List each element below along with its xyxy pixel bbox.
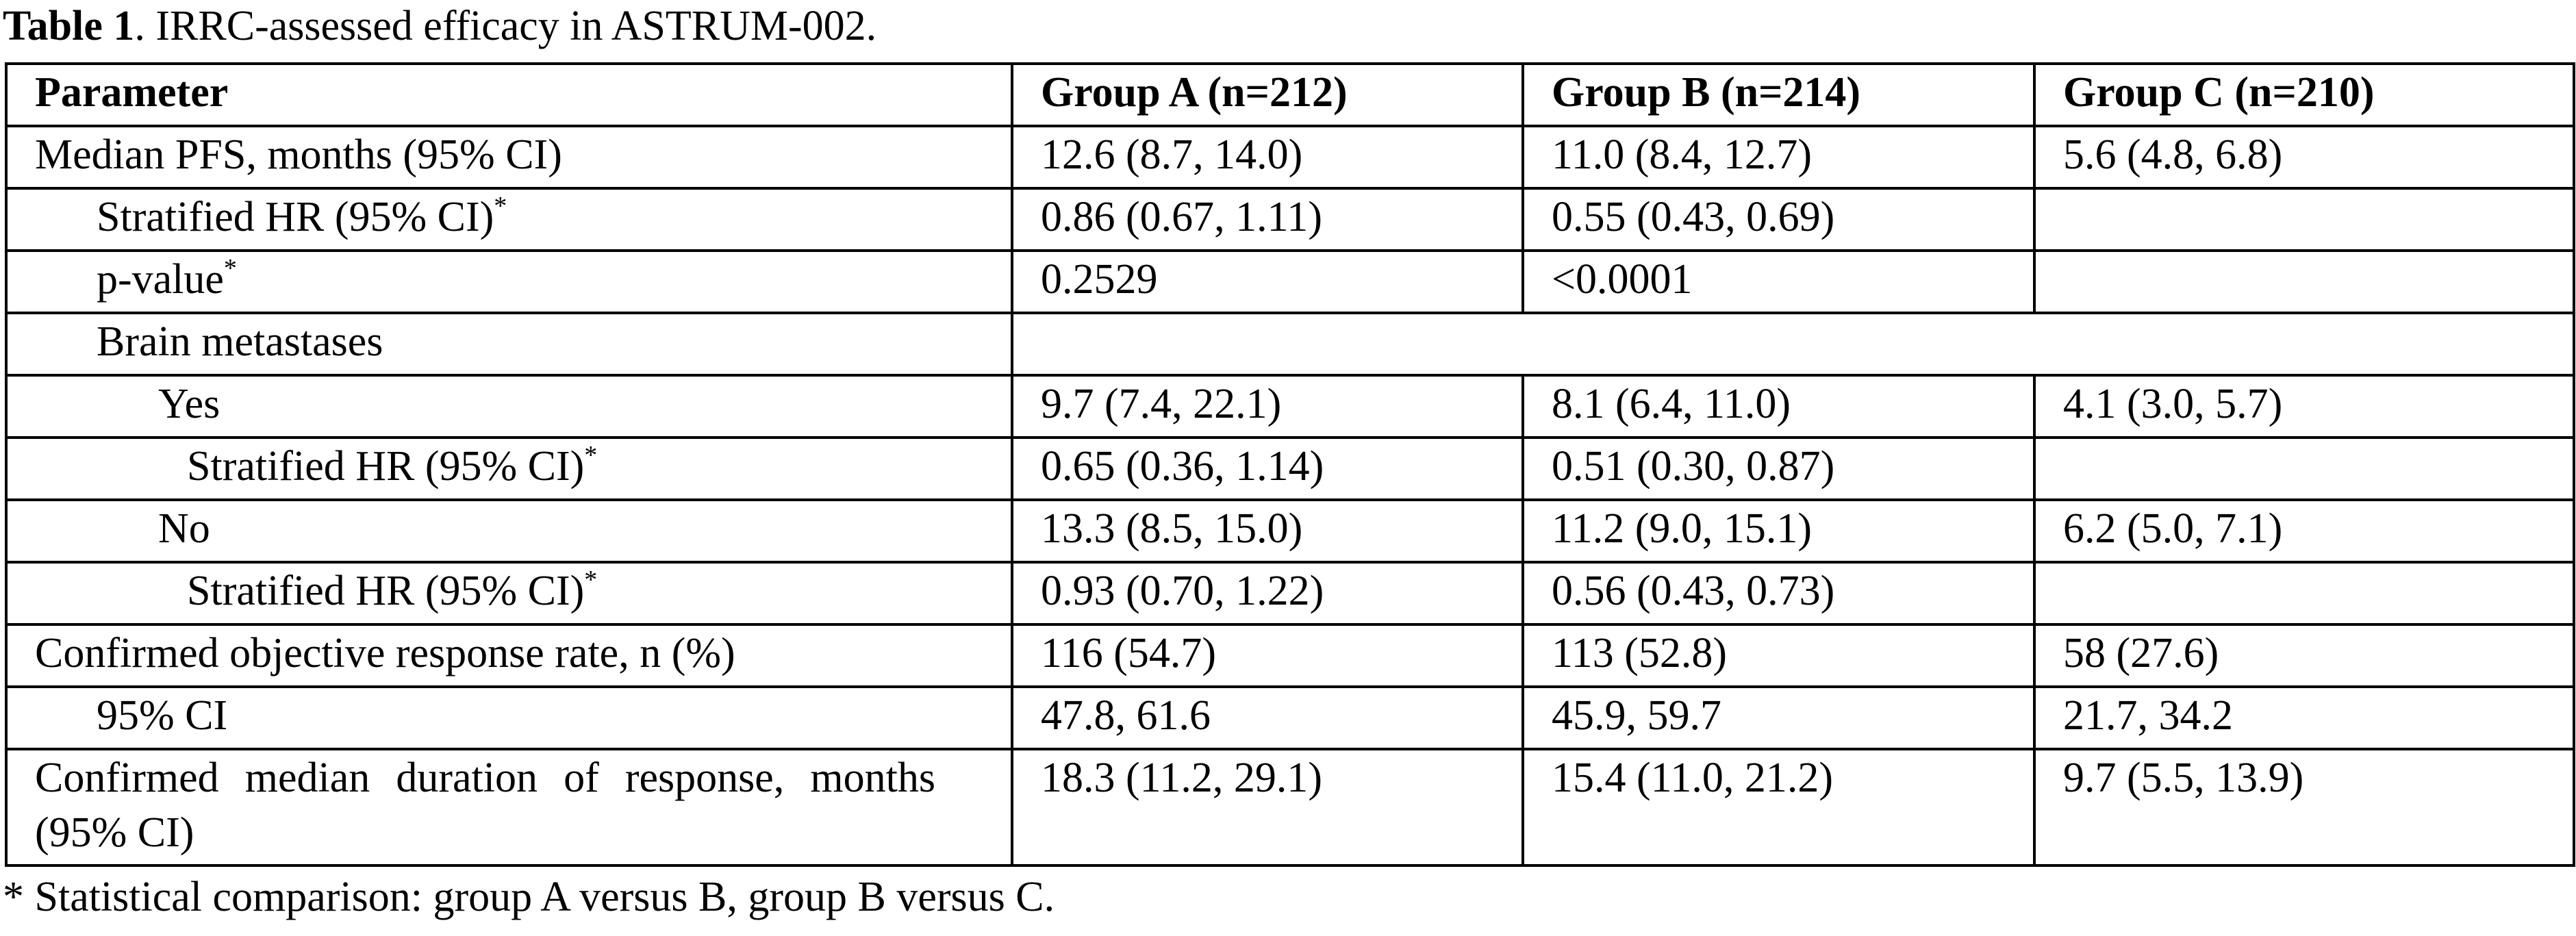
value-cell: 0.93 (0.70, 1.22) [1011,561,1524,626]
table-row: Yes 9.7 (7.4, 22.1) 8.1 (6.4, 11.0) 4.1 (3.… [5,374,2575,439]
empty-cell [2033,561,2575,626]
table-row: Median PFS, months (95% CI) 12.6 (8.7, 14… [5,125,2575,190]
caption-label: Table 1 [3,3,135,49]
caption-text: . IRRC-assessed efficacy in ASTRUM-002. [134,3,877,49]
parameter-cell: Stratified HR (95% CI)* [5,187,1013,252]
value-cell: 5.6 (4.8, 6.8) [2033,125,2575,190]
parameter-cell: No [5,498,1013,564]
parameter-cell: Median PFS, months (95% CI) [5,125,1013,190]
table-row: p-value* 0.2529 <0.0001 [5,249,2575,314]
header-cell: Group C (n=210) [2033,62,2575,127]
empty-cell [1011,312,2575,377]
value-cell: 113 (52.8) [1521,623,2036,688]
value-cell: 45.9, 59.7 [1521,685,2036,750]
value-cell: 0.56 (0.43, 0.73) [1521,561,2036,626]
table-row: Confirmed median duration of response, m… [5,748,2575,867]
parameter-text: Stratified HR (95% CI) [97,194,494,240]
parameter-text: Brain metastases [97,318,383,365]
header-cell: Parameter [5,62,1013,127]
table-row: Confirmed objective response rate, n (%)… [5,623,2575,688]
table-row: Stratified HR (95% CI)* 0.65 (0.36, 1.14)… [5,436,2575,501]
value-cell: 9.7 (5.5, 13.9) [2033,748,2575,867]
value-cell: 12.6 (8.7, 14.0) [1011,125,1524,190]
parameter-text: Median PFS, months (95% CI) [35,131,562,178]
parameter-cell: Yes [5,374,1013,439]
parameter-text: Confirmed median duration of response, m… [35,755,935,856]
footnote-marker: * [223,254,237,283]
parameter-text: Stratified HR (95% CI) [187,568,585,614]
value-cell: 9.7 (7.4, 22.1) [1011,374,1524,439]
value-cell: 0.86 (0.67, 1.11) [1011,187,1524,252]
header-cell: Group A (n=212) [1011,62,1524,127]
parameter-text: p-value [97,256,224,303]
value-cell: 0.55 (0.43, 0.69) [1521,187,2036,252]
parameter-cell: Confirmed median duration of response, m… [5,748,1013,867]
parameter-text: 95% CI [97,692,228,739]
footnote-marker: * [584,566,598,594]
value-cell: 13.3 (8.5, 15.0) [1011,498,1524,564]
header-row: Parameter Group A (n=212) Group B (n=214… [5,62,2575,127]
value-cell: <0.0001 [1521,249,2036,314]
footnote-marker: * [584,441,598,470]
parameter-cell: 95% CI [5,685,1013,750]
value-cell: 0.65 (0.36, 1.14) [1011,436,1524,501]
table-row: Stratified HR (95% CI)* 0.93 (0.70, 1.22)… [5,561,2575,626]
value-cell: 0.2529 [1011,249,1524,314]
empty-cell [2033,187,2575,252]
value-cell: 15.4 (11.0, 21.2) [1521,748,2036,867]
value-cell: 18.3 (11.2, 29.1) [1011,748,1524,867]
table-row: Brain metastases [5,312,2575,377]
table-row: 95% CI 47.8, 61.6 45.9, 59.7 21.7, 34.2 [5,685,2575,750]
table-body: Median PFS, months (95% CI) 12.6 (8.7, 14… [5,125,2575,867]
value-cell: 6.2 (5.0, 7.1) [2033,498,2575,564]
value-cell: 11.2 (9.0, 15.1) [1521,498,2036,564]
table-row: No 13.3 (8.5, 15.0) 11.2 (9.0, 15.1) 6.2 (5… [5,498,2575,564]
efficacy-table: Parameter Group A (n=212) Group B (n=214… [5,62,2575,867]
parameter-cell: Stratified HR (95% CI)* [5,436,1013,501]
empty-cell [2033,249,2575,314]
empty-cell [2033,436,2575,501]
parameter-cell: p-value* [5,249,1013,314]
value-cell: 116 (54.7) [1011,623,1524,688]
parameter-text: No [158,505,210,552]
table-row: Stratified HR (95% CI)* 0.86 (0.67, 1.11)… [5,187,2575,252]
value-cell: 8.1 (6.4, 11.0) [1521,374,2036,439]
value-cell: 0.51 (0.30, 0.87) [1521,436,2036,501]
parameter-text: Stratified HR (95% CI) [187,443,585,490]
value-cell: 58 (27.6) [2033,623,2575,688]
footnote-marker: * [494,192,507,220]
parameter-text: Confirmed objective response rate, n (%) [35,630,735,676]
value-cell: 4.1 (3.0, 5.7) [2033,374,2575,439]
value-cell: 11.0 (8.4, 12.7) [1521,125,2036,190]
value-cell: 47.8, 61.6 [1011,685,1524,750]
table-caption: Table 1. IRRC-assessed efficacy in ASTRU… [3,1,876,51]
parameter-cell: Brain metastases [5,312,1013,377]
parameter-cell: Confirmed objective response rate, n (%) [5,623,1013,688]
value-cell: 21.7, 34.2 [2033,685,2575,750]
parameter-text: Yes [158,381,220,427]
footnote: * Statistical comparison: group A versus… [3,874,1055,920]
header-cell: Group B (n=214) [1521,62,2036,127]
parameter-cell: Stratified HR (95% CI)* [5,561,1013,626]
